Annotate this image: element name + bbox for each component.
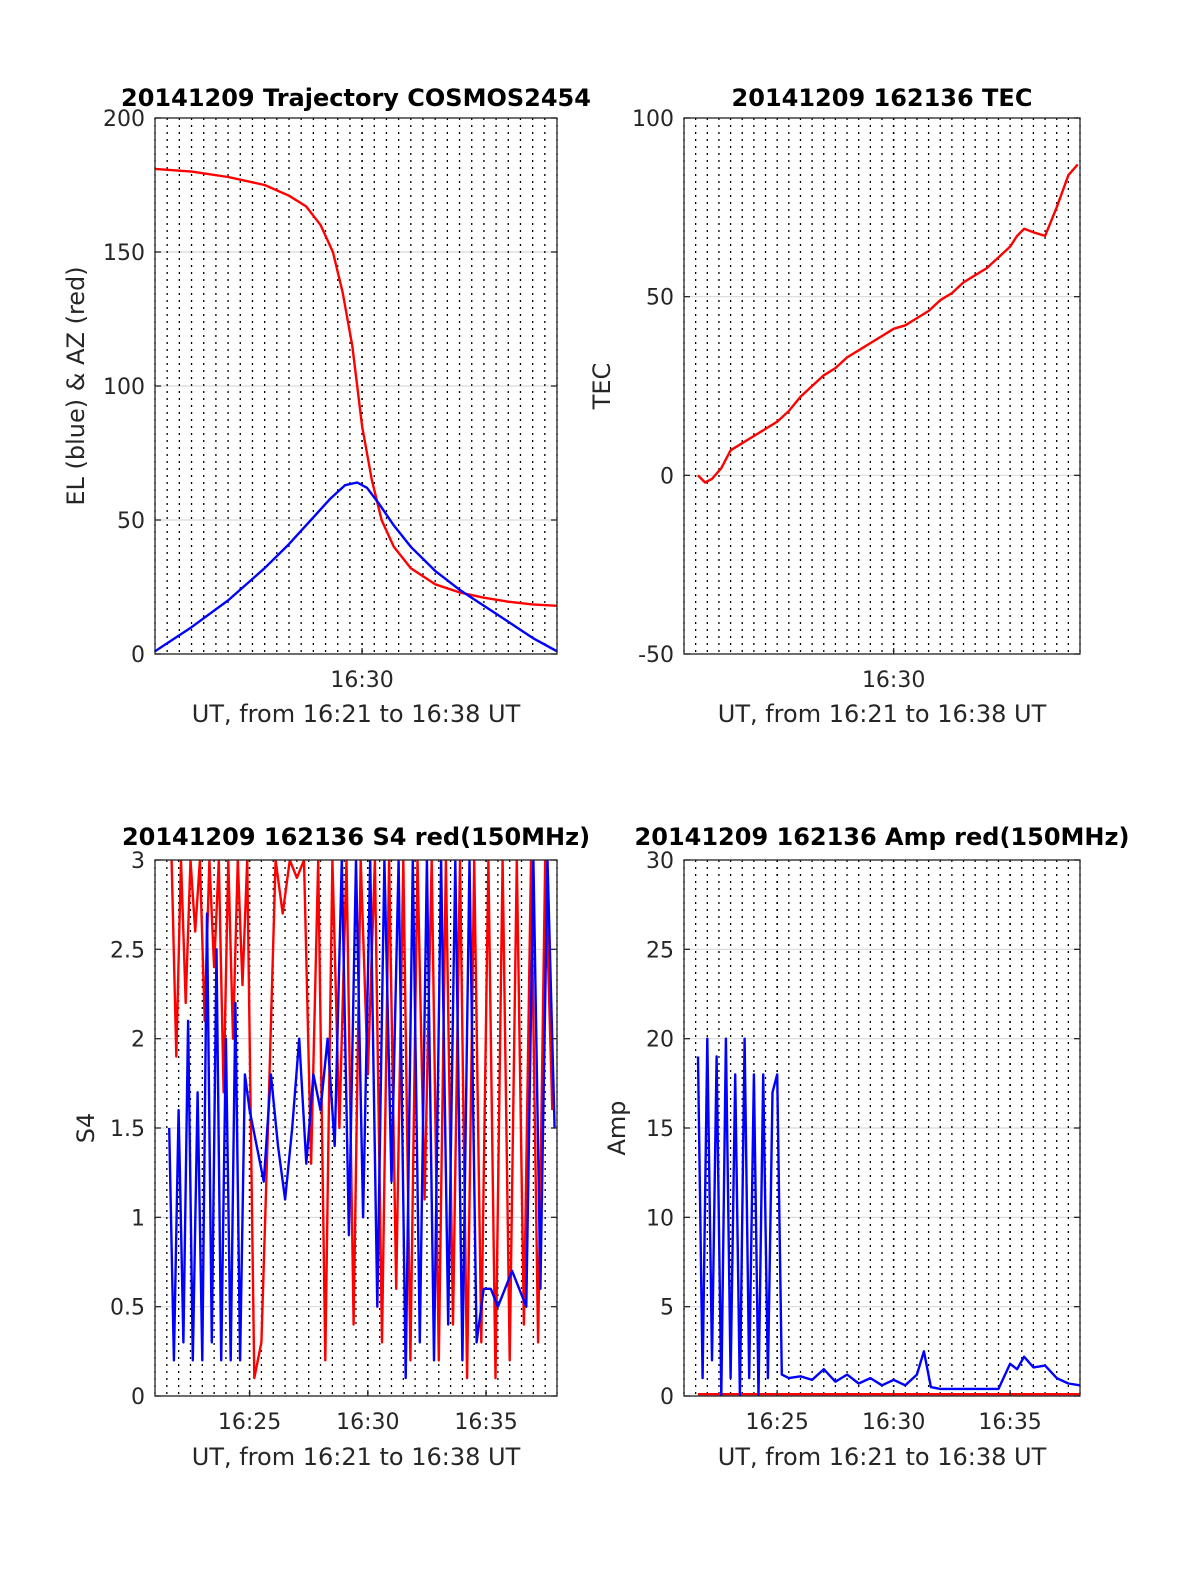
trajectory-ytick-label: 50 xyxy=(117,509,145,534)
s4-title: 20141209 162136 S4 red(150MHz) xyxy=(122,823,590,851)
tec-ytick-label: 50 xyxy=(646,286,674,311)
trajectory-ytick-label: 150 xyxy=(103,241,145,266)
tec-ylabel: TEC xyxy=(588,363,616,411)
s4-series-0 xyxy=(170,860,554,1380)
amp-ytick-label: 5 xyxy=(660,1296,674,1321)
amp-ytick-label: 0 xyxy=(660,1385,674,1410)
tec-xlabel: UT, from 16:21 to 16:38 UT xyxy=(718,700,1047,728)
tec-series-0 xyxy=(697,163,1079,484)
s4-ytick-label: 2 xyxy=(131,1028,145,1053)
amp-xtick-label: 16:35 xyxy=(978,1410,1041,1435)
tec-axes-box xyxy=(683,117,1081,655)
amp-xlabel: UT, from 16:21 to 16:38 UT xyxy=(718,1443,1047,1471)
trajectory-ytick-label: 100 xyxy=(103,375,145,400)
s4-xlabel: UT, from 16:21 to 16:38 UT xyxy=(192,1443,521,1471)
amp-title: 20141209 162136 Amp red(150MHz) xyxy=(635,823,1130,851)
trajectory-ytick-label: 200 xyxy=(103,107,145,132)
amp-xtick-label: 16:30 xyxy=(862,1410,925,1435)
tec-title: 20141209 162136 TEC xyxy=(732,84,1033,112)
amp-series-1 xyxy=(696,1037,1080,1396)
tec-ytick-label: 100 xyxy=(632,107,674,132)
s4-ytick-label: 1 xyxy=(131,1206,145,1231)
s4-ytick-label: 0 xyxy=(131,1385,145,1410)
trajectory-panel: 20141209 Trajectory COSMOS2454 UT, from … xyxy=(62,84,591,728)
s4-panel: 20141209 162136 S4 red(150MHz) UT, from … xyxy=(72,823,590,1471)
trajectory-series-0 xyxy=(155,167,557,607)
trajectory-title: 20141209 Trajectory COSMOS2454 xyxy=(121,84,591,112)
s4-ytick-label: 2.5 xyxy=(110,938,145,963)
amp-ytick-label: 20 xyxy=(646,1028,674,1053)
tec-ytick-label: 0 xyxy=(660,464,674,489)
amp-ytick-label: 30 xyxy=(646,849,674,874)
s4-ytick-label: 0.5 xyxy=(110,1296,145,1321)
tec-panel: 20141209 162136 TEC UT, from 16:21 to 16… xyxy=(588,84,1081,728)
s4-xtick-label: 16:30 xyxy=(336,1410,399,1435)
amp-ytick-label: 15 xyxy=(646,1117,674,1142)
s4-xtick-label: 16:35 xyxy=(454,1410,517,1435)
trajectory-xlabel: UT, from 16:21 to 16:38 UT xyxy=(192,700,521,728)
trajectory-series-1 xyxy=(155,481,557,653)
tec-ytick-label: -50 xyxy=(638,643,674,668)
trajectory-ytick-label: 0 xyxy=(131,643,145,668)
s4-ylabel: S4 xyxy=(72,1113,100,1144)
trajectory-ylabel: EL (blue) & AZ (red) xyxy=(62,266,90,505)
amp-ytick-label: 25 xyxy=(646,938,674,963)
s4-ytick-label: 1.5 xyxy=(110,1117,145,1142)
tec-xtick-label: 16:30 xyxy=(862,668,925,693)
amp-ytick-label: 10 xyxy=(646,1206,674,1231)
trajectory-xtick-label: 16:30 xyxy=(330,668,393,693)
amp-xtick-label: 16:25 xyxy=(745,1410,808,1435)
s4-ytick-label: 3 xyxy=(131,849,145,874)
s4-xtick-label: 16:25 xyxy=(218,1410,281,1435)
amp-ylabel: Amp xyxy=(603,1100,631,1155)
amp-panel: 20141209 162136 Amp red(150MHz) UT, from… xyxy=(603,823,1129,1471)
s4-series-1 xyxy=(168,860,556,1380)
